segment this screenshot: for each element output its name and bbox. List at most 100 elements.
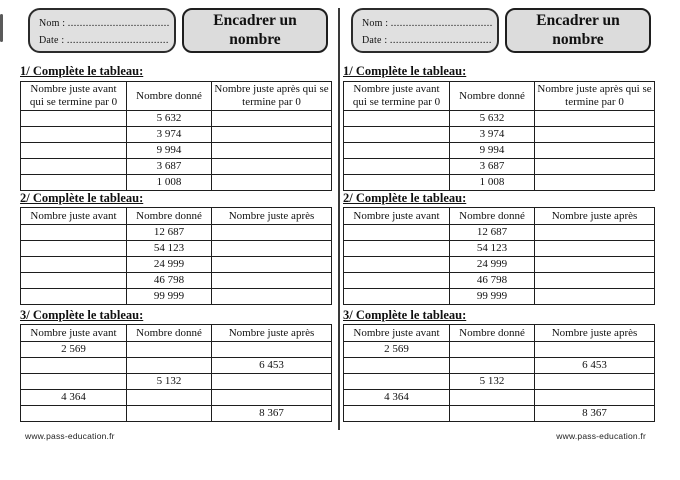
section-3-heading: 3/ Complète le tableau: [343, 308, 467, 322]
cell: 3 974 [126, 126, 212, 143]
table-row: 3 974 [20, 126, 332, 143]
name-fill-dots: .................................. [67, 18, 170, 29]
cell [211, 158, 332, 175]
cell [126, 341, 212, 358]
cell [211, 126, 332, 143]
table-row: 1 008 [20, 174, 332, 191]
cell [534, 224, 655, 241]
cell: 54 123 [449, 240, 535, 257]
cell [211, 373, 332, 390]
table-row: 4 364 [20, 389, 332, 406]
table-row: 8 367 [20, 405, 332, 422]
center-divider-line [338, 8, 340, 430]
cell [211, 256, 332, 273]
worksheet-title: Encadrer un nombre [536, 11, 620, 48]
cell: 9 994 [449, 142, 535, 159]
cell [343, 174, 450, 191]
header-cell: Nombre donné [126, 207, 212, 225]
date-fill-dots: .................................. [389, 35, 492, 46]
cell [343, 405, 450, 422]
cell [20, 224, 127, 241]
table-header-row: Nombre juste avant Nombre donné Nombre j… [20, 207, 332, 225]
header-cell: Nombre juste avant [343, 324, 450, 342]
cell [534, 158, 655, 175]
cell [126, 357, 212, 374]
section-2-table: Nombre juste avant Nombre donné Nombre j… [343, 207, 655, 305]
section-1-heading: 1/ Complète le tableau: [20, 64, 144, 78]
table-row: 46 798 [343, 272, 655, 289]
section-3-table: Nombre juste avant Nombre donné Nombre j… [343, 324, 655, 422]
worksheet-title: Encadrer un nombre [213, 11, 297, 48]
cell [20, 288, 127, 305]
cell [20, 405, 127, 422]
date-line: Date : .................................… [362, 32, 491, 49]
table-row: 8 367 [343, 405, 655, 422]
header-cell: Nombre juste après [534, 207, 655, 225]
cell [449, 389, 535, 406]
cell: 9 994 [126, 142, 212, 159]
header-cell: Nombre juste après qui se termine par 0 [534, 81, 655, 111]
header-cell: Nombre juste avant [20, 324, 127, 342]
table-row: 24 999 [343, 256, 655, 273]
cell [343, 142, 450, 159]
cell [211, 288, 332, 305]
cell: 2 569 [20, 341, 127, 358]
cell [449, 357, 535, 374]
cell: 99 999 [449, 288, 535, 305]
date-fill-dots: .................................. [66, 35, 169, 46]
date-label: Date : [362, 35, 388, 46]
section-3-table: Nombre juste avant Nombre donné Nombre j… [20, 324, 332, 422]
cell [343, 224, 450, 241]
cell: 5 132 [449, 373, 535, 390]
cell: 99 999 [126, 288, 212, 305]
cell [534, 288, 655, 305]
footer-url: www.pass-education.fr [25, 431, 115, 441]
table-row: 6 453 [20, 357, 332, 374]
header-cell: Nombre juste avant qui se termine par 0 [20, 81, 127, 111]
table-row: 24 999 [20, 256, 332, 273]
cell [534, 272, 655, 289]
footer-url: www.pass-education.fr [556, 431, 646, 441]
cell [449, 405, 535, 422]
header-cell: Nombre juste après [211, 207, 332, 225]
table-row: 5 632 [20, 110, 332, 127]
cell: 5 632 [126, 110, 212, 127]
cell: 3 974 [449, 126, 535, 143]
worksheet-half: Nom : ..................................… [20, 0, 332, 480]
section-2-table: Nombre juste avant Nombre donné Nombre j… [20, 207, 332, 305]
cell: 3 687 [449, 158, 535, 175]
cell [211, 272, 332, 289]
cell [534, 126, 655, 143]
table-row: 5 132 [343, 373, 655, 390]
cell [343, 110, 450, 127]
section-2-heading: 2/ Complète le tableau: [20, 191, 144, 205]
cell: 5 132 [126, 373, 212, 390]
cell [343, 357, 450, 374]
date-line: Date : .................................… [39, 32, 168, 49]
cell: 54 123 [126, 240, 212, 257]
cell [20, 373, 127, 390]
table-header-row: Nombre juste avant Nombre donné Nombre j… [343, 324, 655, 342]
table-row: 5 132 [20, 373, 332, 390]
cell [534, 373, 655, 390]
table-row: 4 364 [343, 389, 655, 406]
cell [20, 158, 127, 175]
header-cell: Nombre juste après [534, 324, 655, 342]
cell [343, 373, 450, 390]
cell [20, 126, 127, 143]
table-row: 3 974 [343, 126, 655, 143]
cell [343, 240, 450, 257]
header-cell: Nombre juste après qui se termine par 0 [211, 81, 332, 111]
header-cell: Nombre donné [449, 81, 535, 111]
cell [211, 240, 332, 257]
cell: 12 687 [449, 224, 535, 241]
cell [211, 389, 332, 406]
name-fill-dots: .................................. [390, 18, 493, 29]
cell: 8 367 [534, 405, 655, 422]
section-3-heading: 3/ Complète le tableau: [20, 308, 144, 322]
table-row: 2 569 [20, 341, 332, 358]
header-cell: Nombre juste avant [343, 207, 450, 225]
cell: 24 999 [126, 256, 212, 273]
name-line: Nom : .................................. [39, 15, 170, 32]
